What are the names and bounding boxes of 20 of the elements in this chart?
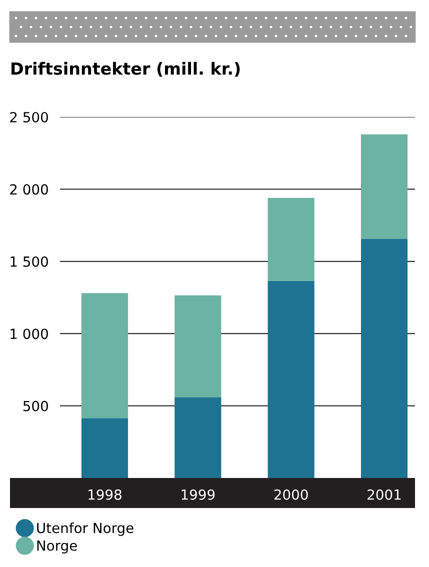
bar [268,198,314,281]
bar [360,239,408,478]
bar [174,295,222,398]
bar [268,280,314,478]
x-tick-label: 1998 [88,489,122,500]
chart-title: Driftsinntekter (mill. kr.) [12,62,240,77]
bar [81,293,128,418]
y-tick-label: 2 500 [10,112,48,122]
x-tick-label: 2000 [274,489,308,500]
y-tick-label: 500 [23,400,48,412]
bar [81,418,128,478]
legend-label: Utenfor Norge [37,522,134,536]
y-tick-label: 1 000 [10,328,48,340]
x-tick-label: 2001 [368,489,401,500]
legend-label: Norge [37,540,77,554]
x-tick-label: 1999 [182,489,215,500]
bar [360,134,408,240]
y-tick-label: 1 500 [10,256,48,267]
y-tick-label: 2 000 [10,184,48,195]
bar [174,397,222,478]
